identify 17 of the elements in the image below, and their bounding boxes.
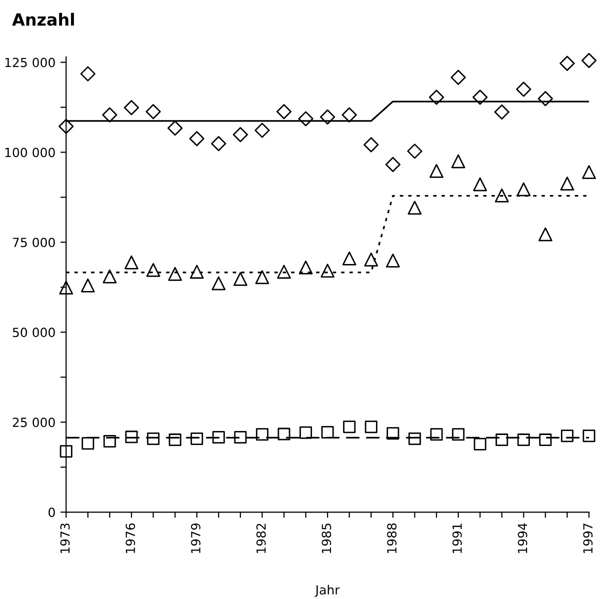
y-tick-label: 25 000 bbox=[12, 418, 55, 428]
chart-title: Anzahl bbox=[12, 12, 74, 26]
y-tick-label: 75 000 bbox=[12, 238, 55, 248]
x-tick-label: 1997 bbox=[583, 524, 593, 553]
x-tick-label: 1982 bbox=[256, 524, 266, 553]
x-tick-label: 1979 bbox=[191, 523, 200, 553]
x-tick-label: 1973 bbox=[60, 524, 70, 553]
y-tick-label: 0 bbox=[48, 508, 55, 518]
x-tick-label: 1976 bbox=[126, 523, 136, 553]
x-axis-title: Jahr bbox=[314, 584, 340, 597]
x-tick-label: 1994 bbox=[518, 523, 528, 553]
y-tick-label: 100 000 bbox=[5, 148, 55, 158]
y-tick-label: 125 000 bbox=[5, 58, 55, 68]
y-tick-label: 50 000 bbox=[12, 328, 55, 338]
x-tick-label: 1991 bbox=[452, 524, 462, 553]
x-tick-label: 1985 bbox=[322, 524, 332, 553]
x-tick-label: 1988 bbox=[387, 523, 397, 553]
